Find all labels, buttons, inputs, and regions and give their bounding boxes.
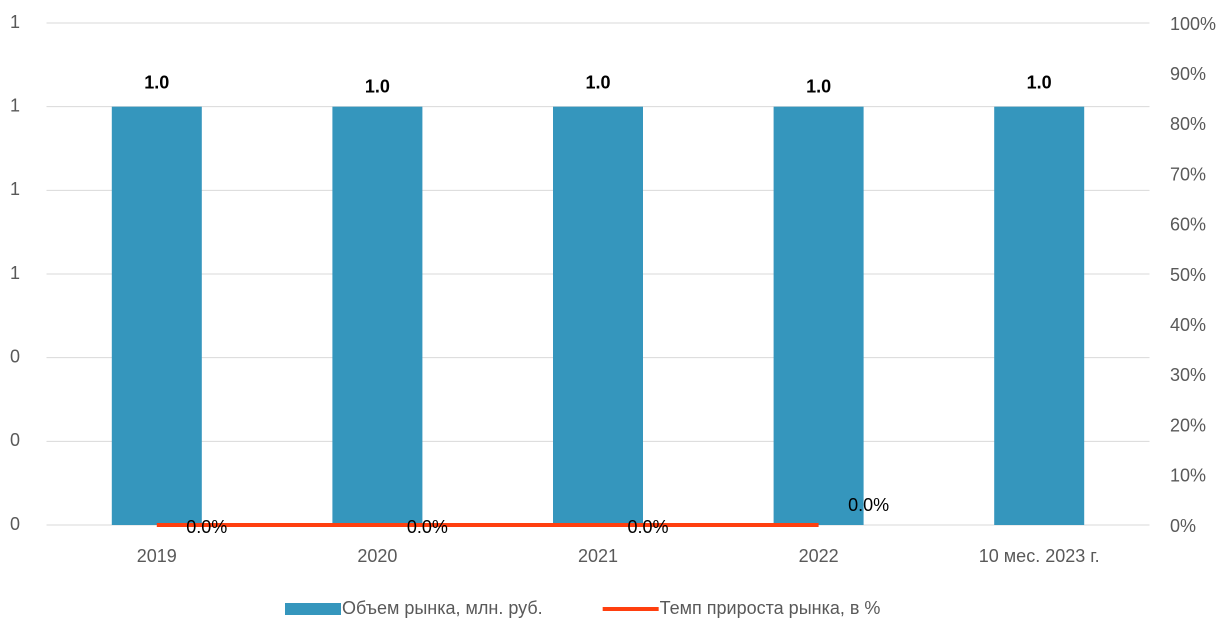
x-tick-label: 2021 (578, 546, 618, 566)
y-tick-label: 1 (10, 95, 20, 115)
bar (553, 106, 643, 526)
y2-tick-label: 50% (1170, 265, 1206, 285)
y2-tick-label: 0% (1170, 516, 1196, 536)
y2-tick-label: 90% (1170, 64, 1206, 84)
line-value-label: 0.0% (186, 517, 227, 537)
bar (332, 106, 423, 526)
bar-value-label: 1.0 (1027, 72, 1052, 92)
y2-tick-label: 80% (1170, 114, 1206, 134)
y-tick-label: 1 (10, 263, 20, 283)
y2-tick-label: 60% (1170, 215, 1206, 235)
bar-value-label: 1.0 (365, 76, 390, 96)
x-tick-label: 2020 (357, 546, 397, 566)
bar (111, 106, 202, 526)
y-tick-label: 1 (10, 179, 20, 199)
bar (994, 106, 1085, 526)
bar-value-label: 1.0 (806, 76, 831, 96)
y-tick-label: 1 (10, 12, 20, 32)
legend-label: Темп прироста рынка, в % (660, 598, 881, 618)
y-tick-label: 0 (10, 346, 20, 366)
legend-label: Объем рынка, млн. руб. (342, 598, 543, 618)
y2-tick-label: 10% (1170, 466, 1206, 486)
y-tick-label: 0 (10, 514, 20, 534)
bar (773, 106, 864, 526)
line-value-label: 0.0% (627, 517, 668, 537)
y-tick-label: 0 (10, 430, 20, 450)
x-tick-label: 10 мес. 2023 г. (979, 546, 1100, 566)
legend-swatch (285, 603, 341, 615)
line-value-label: 0.0% (848, 495, 889, 515)
y2-tick-label: 30% (1170, 365, 1206, 385)
bar-value-label: 1.0 (585, 72, 610, 92)
y2-tick-label: 100% (1170, 14, 1216, 34)
x-tick-label: 2022 (799, 546, 839, 566)
y2-tick-label: 70% (1170, 164, 1206, 184)
y2-tick-label: 40% (1170, 315, 1206, 335)
y2-tick-label: 20% (1170, 415, 1206, 435)
x-tick-label: 2019 (137, 546, 177, 566)
bar-value-label: 1.0 (144, 72, 169, 92)
line-value-label: 0.0% (407, 517, 448, 537)
